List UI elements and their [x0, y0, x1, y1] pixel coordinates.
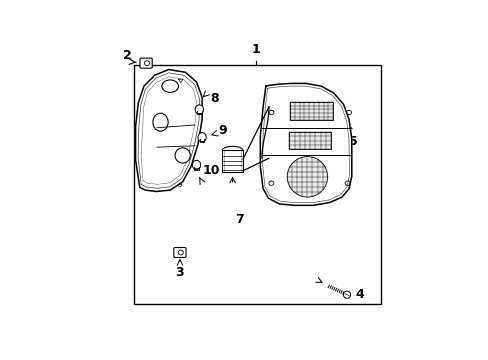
Circle shape — [286, 157, 327, 197]
Ellipse shape — [198, 132, 206, 142]
Text: 5: 5 — [348, 135, 357, 148]
Text: 10: 10 — [203, 164, 220, 177]
Text: a: a — [178, 183, 182, 188]
Text: 4: 4 — [355, 288, 364, 301]
Bar — [289, 132, 330, 149]
Circle shape — [144, 61, 149, 66]
Ellipse shape — [192, 160, 200, 170]
Text: 9: 9 — [218, 124, 227, 137]
Bar — [222, 150, 243, 172]
Polygon shape — [260, 84, 351, 205]
Bar — [134, 66, 380, 304]
Circle shape — [178, 250, 183, 255]
Ellipse shape — [153, 113, 168, 131]
FancyBboxPatch shape — [173, 247, 185, 257]
Text: 2: 2 — [122, 49, 131, 62]
Ellipse shape — [162, 80, 178, 93]
Text: 3: 3 — [175, 266, 184, 279]
Ellipse shape — [195, 105, 203, 114]
Polygon shape — [135, 69, 202, 192]
Ellipse shape — [175, 148, 190, 163]
Bar — [289, 102, 332, 120]
Circle shape — [343, 291, 350, 298]
Text: 8: 8 — [210, 92, 219, 105]
Text: 6: 6 — [272, 100, 281, 113]
Text: 1: 1 — [251, 43, 260, 56]
Text: 7: 7 — [235, 213, 244, 226]
FancyBboxPatch shape — [140, 58, 152, 68]
